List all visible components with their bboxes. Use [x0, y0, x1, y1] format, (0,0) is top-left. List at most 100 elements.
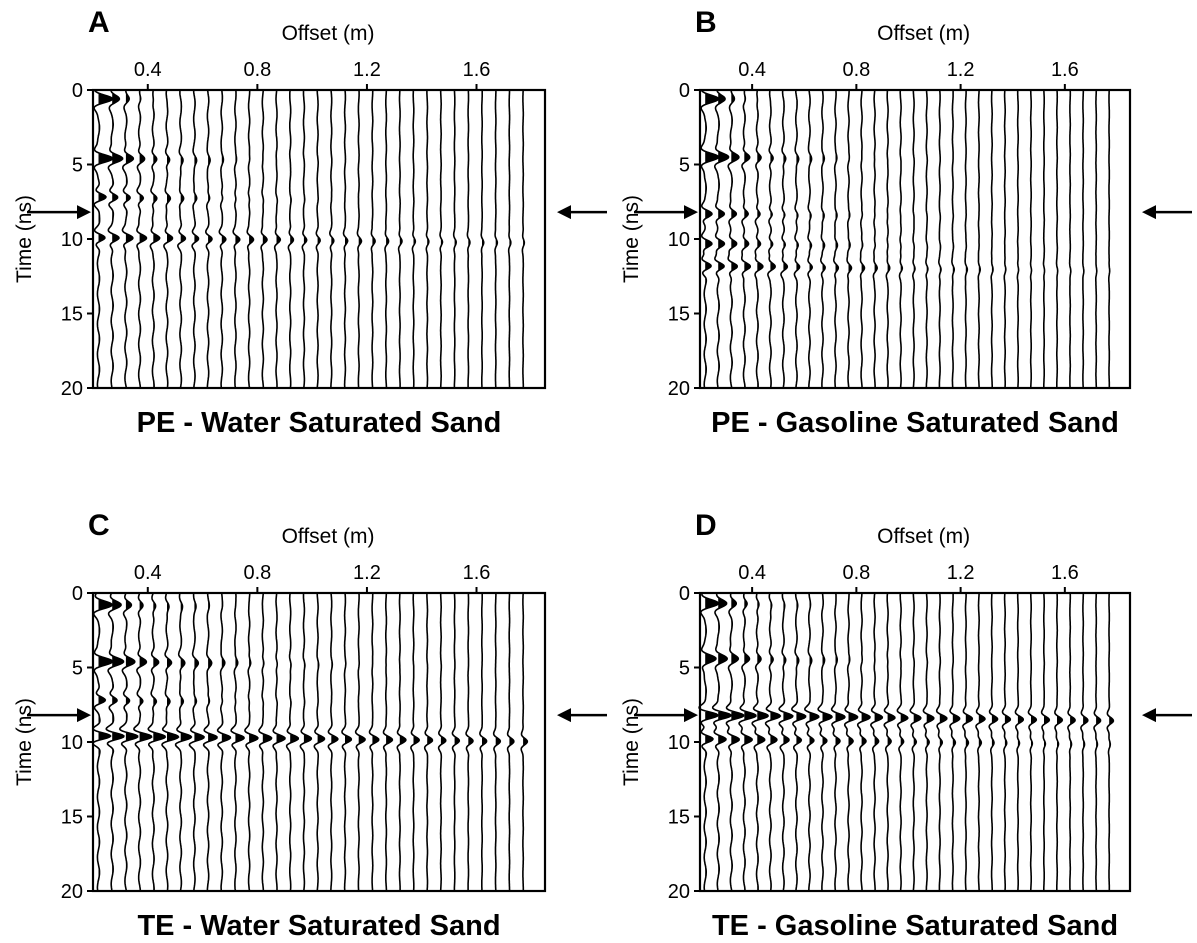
panel-a: 0.4 0.8 1.2 1.6 0 5 10 15 20 Offset (m) Time (ns) A… [13, 6, 607, 439]
y-tick-label: 10 [668, 732, 690, 754]
y-tick-label: 5 [72, 658, 83, 680]
wiggle-fill [112, 600, 122, 610]
wiggle-fill [112, 656, 124, 667]
panel-title: TE - Water Saturated Sand [137, 910, 500, 942]
trace [1095, 90, 1098, 388]
right-arrow-head [557, 205, 571, 220]
trace [1040, 593, 1051, 891]
trace [301, 90, 308, 389]
trace [149, 89, 161, 389]
traces [92, 592, 529, 892]
trace [727, 90, 740, 389]
trace [507, 89, 512, 388]
y-tick-label: 5 [72, 155, 83, 177]
trace [1042, 90, 1046, 388]
trace [885, 89, 891, 389]
x-tick-label: 1.6 [463, 59, 491, 81]
trace [244, 593, 259, 892]
panel-b: 0.4 0.8 1.2 1.6 0 5 10 15 20 Offset (m) Time (ns) B… [620, 6, 1192, 439]
trace [990, 89, 994, 389]
trace [356, 90, 363, 389]
trace [793, 89, 801, 389]
trace [107, 89, 124, 389]
trace [700, 89, 720, 389]
wiggle-fill [705, 152, 719, 163]
trace [328, 90, 335, 388]
trace [830, 593, 846, 892]
trace [977, 90, 981, 388]
x-tick-label: 1.6 [1051, 562, 1079, 584]
trace [896, 593, 909, 892]
y-tick-label: 15 [668, 807, 690, 829]
trace [1029, 90, 1033, 388]
trace [384, 89, 390, 388]
panel-label: C [88, 509, 110, 542]
wiggle-fill [861, 713, 870, 722]
x-tick-label: 1.6 [463, 562, 491, 584]
trace [479, 592, 488, 892]
trace [439, 89, 444, 388]
wiggle-fill [112, 153, 123, 164]
wiggle-fill [705, 598, 719, 609]
trace [216, 592, 232, 892]
wiggle-fill [718, 94, 726, 104]
panel-label: A [88, 6, 110, 39]
trace [465, 592, 474, 891]
trace [163, 89, 174, 389]
wiggle-fill [125, 600, 132, 610]
panel-c: 0.4 0.8 1.2 1.6 0 5 10 15 20 Offset (m) Time (ns) C… [13, 509, 607, 942]
trace [846, 90, 853, 389]
y-tick-label: 0 [72, 80, 83, 102]
trace [790, 592, 807, 892]
y-tick-label: 15 [668, 304, 690, 326]
y-tick-label: 10 [61, 229, 83, 251]
panel-d: 0.4 0.8 1.2 1.6 0 5 10 15 20 Offset (m) Time (ns) D… [620, 509, 1192, 942]
trace [147, 592, 167, 892]
trace [342, 89, 349, 389]
left-arrow-head [77, 708, 91, 723]
panel-title: TE - Gasoline Saturated Sand [712, 910, 1118, 942]
trace [1106, 593, 1115, 891]
trace [869, 592, 884, 892]
right-arrow-head [1142, 708, 1156, 723]
trace [819, 89, 826, 388]
trace [751, 592, 770, 891]
trace [843, 593, 859, 892]
trace [118, 592, 139, 892]
y-tick-label: 10 [668, 229, 690, 251]
x-axis-label: Offset (m) [877, 525, 970, 548]
plot-frame [698, 88, 1132, 390]
wiggle-fill [98, 656, 113, 668]
trace [425, 89, 430, 389]
x-tick-label: 0.4 [134, 59, 162, 81]
trace [1054, 592, 1064, 892]
wiggle-fill [139, 154, 145, 164]
trace [1027, 593, 1038, 891]
trace [272, 592, 286, 891]
trace [1003, 90, 1007, 389]
traces [700, 89, 1111, 389]
trace [898, 90, 904, 389]
panel-label: D [695, 509, 717, 542]
trace [202, 592, 218, 891]
x-tick-label: 0.8 [842, 59, 870, 81]
trace [133, 592, 153, 892]
x-tick-label: 1.6 [1051, 59, 1079, 81]
trace [492, 593, 502, 891]
trace [832, 89, 840, 389]
trace [451, 593, 461, 891]
traces [93, 89, 526, 389]
trace [287, 89, 295, 389]
y-tick-label: 20 [61, 378, 83, 400]
trace [725, 592, 745, 892]
x-tick-label: 1.2 [353, 59, 381, 81]
trace [764, 592, 782, 892]
wiggle-fill [194, 733, 205, 742]
trace [494, 90, 499, 388]
x-tick-label: 0.4 [738, 562, 766, 584]
trace [246, 90, 255, 389]
trace [466, 89, 471, 388]
wiggle-fill [731, 152, 739, 163]
trace [396, 592, 407, 891]
y-tick-label: 15 [61, 304, 83, 326]
